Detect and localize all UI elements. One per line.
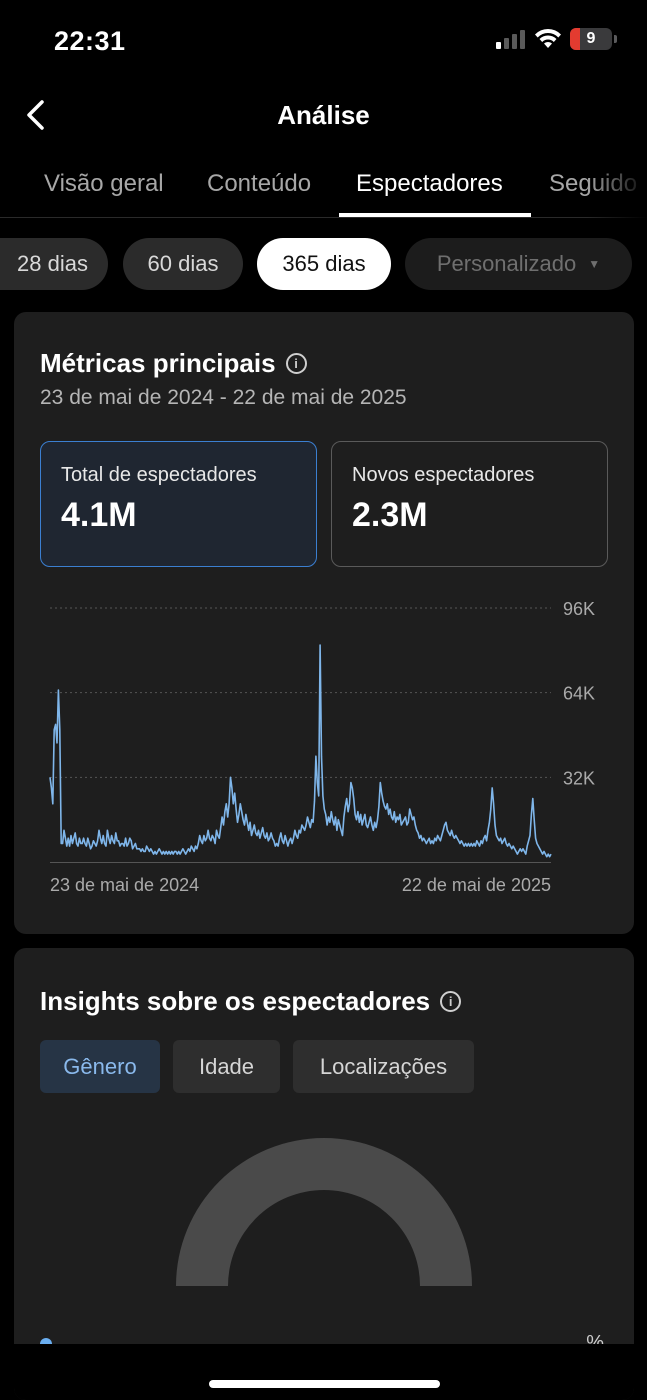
metric-new-viewers[interactable]: Novos espectadores 2.3M — [331, 441, 608, 567]
battery-tip — [614, 35, 617, 43]
gender-half-donut-chart — [176, 1138, 472, 1286]
period-label: Personalizado — [436, 251, 577, 276]
date-range: 23 de mai de 2024 - 22 de mai de 2025 — [40, 386, 407, 409]
status-icons: 9 — [496, 28, 617, 50]
tab-overview[interactable]: Visão geral — [44, 170, 164, 197]
tab-content[interactable]: Conteúdo — [207, 170, 312, 197]
period-60-days[interactable]: 60 dias — [123, 238, 243, 290]
viewers-line-chart[interactable]: 96K 64K 32K 23 de mai de 2024 22 de mai de 2… — [14, 592, 634, 902]
segment-locations[interactable]: Localizações — [293, 1040, 474, 1093]
metric-label: Novos espectadores — [352, 464, 535, 486]
period-custom-dropdown[interactable]: Personalizado ▼ — [405, 238, 632, 290]
y-tick-label: 96K — [563, 599, 595, 619]
x-end-label: 22 de mai de 2025 — [402, 875, 551, 895]
back-chevron-icon[interactable] — [22, 98, 52, 132]
status-bar: 22:31 9 — [0, 0, 647, 84]
period-28-days[interactable]: 28 dias — [0, 238, 108, 290]
period-label: 28 dias — [17, 251, 88, 276]
tab-viewers[interactable]: Espectadores — [356, 170, 503, 197]
x-start-label: 23 de mai de 2024 — [50, 875, 199, 895]
key-metrics-title: Métricas principais i — [40, 348, 307, 379]
cellular-signal-icon — [496, 30, 525, 49]
card-bottom-cutoff — [14, 1344, 634, 1400]
analytics-tabs: Visão geral Conteúdo Espectadores Seguid… — [0, 160, 647, 218]
segment-gender[interactable]: Gênero — [40, 1040, 160, 1093]
period-selector: 28 dias 60 dias 365 dias Personalizado ▼ — [0, 238, 647, 292]
metric-label: Total de espectadores — [61, 464, 257, 486]
y-tick-label: 32K — [563, 768, 595, 788]
tabs-overflow-fade — [587, 160, 647, 218]
insights-title: Insights sobre os espectadores i — [40, 986, 462, 1017]
battery-icon: 9 — [570, 28, 612, 50]
metric-value: 2.3M — [352, 496, 428, 534]
nav-header: Análise — [0, 90, 647, 140]
series-line — [49, 644, 552, 858]
card-title-text: Métricas principais — [40, 348, 276, 378]
caret-down-icon: ▼ — [588, 257, 601, 271]
period-label: 365 dias — [282, 251, 366, 276]
period-365-days[interactable]: 365 dias — [257, 238, 391, 290]
segment-age[interactable]: Idade — [173, 1040, 280, 1093]
status-time: 22:31 — [54, 26, 126, 56]
info-icon[interactable]: i — [440, 991, 462, 1012]
page-title: Análise — [277, 100, 370, 130]
viewer-insights-card: Insights sobre os espectadores i Gênero … — [14, 948, 634, 1400]
info-icon[interactable]: i — [285, 353, 307, 374]
metric-value: 4.1M — [61, 496, 137, 534]
y-tick-label: 64K — [563, 684, 595, 704]
active-tab-indicator — [339, 213, 531, 217]
home-indicator — [209, 1380, 440, 1388]
card-title-text: Insights sobre os espectadores — [40, 986, 431, 1016]
key-metrics-card: Métricas principais i 23 de mai de 2024 … — [14, 312, 634, 934]
wifi-icon — [535, 28, 561, 48]
period-label: 60 dias — [147, 251, 219, 276]
metric-total-viewers[interactable]: Total de espectadores 4.1M — [40, 441, 317, 567]
battery-level: 9 — [586, 30, 596, 47]
